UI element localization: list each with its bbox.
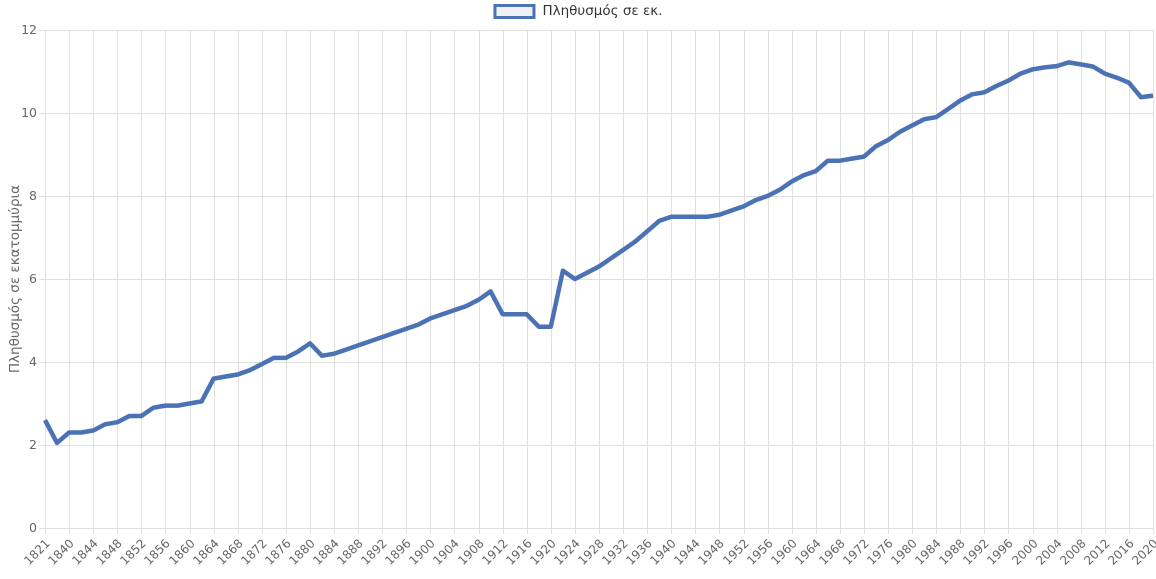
legend[interactable]: Πληθυσμός σε εκ. [493, 3, 663, 19]
y-tick-label: 10 [21, 104, 37, 120]
y-tick-label: 12 [21, 21, 37, 37]
y-tick-label: 2 [29, 436, 37, 452]
population-series-line [43, 60, 1154, 446]
y-tick-label: 0 [29, 519, 37, 535]
legend-swatch-icon [493, 3, 536, 19]
y-axis-title: Πληθυσμός σε εκατομμύρια [2, 30, 28, 528]
y-axis-title-text: Πληθυσμός σε εκατομμύρια [7, 184, 23, 374]
legend-label: Πληθυσμός σε εκ. [542, 3, 663, 19]
y-tick-label: 8 [29, 187, 37, 203]
y-tick-label: 6 [29, 270, 37, 286]
y-tick-label: 4 [29, 353, 37, 369]
